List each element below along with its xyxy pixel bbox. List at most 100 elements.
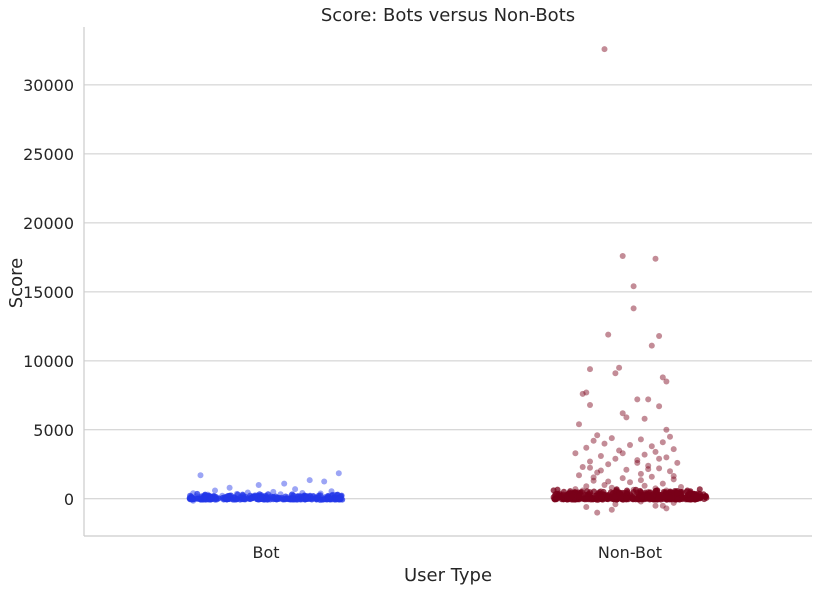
bot-point	[255, 482, 262, 488]
y-axis-title: Score	[6, 258, 27, 308]
bot-point	[266, 495, 273, 502]
non-bot-point	[583, 389, 590, 396]
non-bot-point	[637, 436, 644, 443]
non-bot-point	[627, 442, 633, 448]
bot-point	[188, 493, 195, 500]
non-bot-point	[576, 421, 582, 428]
non-bot-point	[579, 464, 586, 470]
non-bot-point	[648, 342, 655, 349]
bot-point	[287, 496, 294, 503]
y-tick-labels: 0 5000 10000 15000 20000 25000 30000	[23, 76, 74, 509]
non-bot-point	[650, 492, 656, 499]
non-bot-point	[578, 492, 585, 499]
bot-point	[204, 491, 211, 498]
non-bot-point	[648, 473, 655, 480]
non-bot-point	[648, 495, 655, 502]
non-bot-point	[568, 493, 575, 499]
bot-point	[317, 490, 324, 497]
non-bot-point	[605, 331, 612, 338]
x-tick-label: Non-Bot	[598, 543, 662, 562]
non-bot-point	[645, 396, 652, 403]
bot-point	[194, 490, 201, 497]
non-bot-point	[587, 490, 593, 497]
bot-point	[332, 491, 339, 498]
non-bot-point	[601, 46, 608, 53]
x-tick-label: Bot	[252, 543, 279, 562]
non-bot-point	[579, 487, 586, 494]
chart-title: Score: Bots versus Non-Bots	[321, 5, 575, 26]
non-bot-point	[677, 488, 684, 495]
bot-point	[292, 486, 299, 493]
bot-point	[259, 494, 266, 501]
non-bot-point	[619, 253, 626, 259]
non-bot-point	[623, 466, 630, 473]
non-bot-point	[637, 498, 644, 505]
non-bot-point	[590, 437, 597, 444]
non-bot-point	[693, 494, 700, 501]
bot-point	[215, 495, 222, 502]
non-bot-point	[605, 461, 612, 468]
non-bot-point	[645, 466, 652, 473]
bot-point	[321, 478, 328, 485]
bot-point	[197, 472, 204, 479]
non-bot-point	[576, 472, 582, 479]
bot-point	[295, 493, 302, 500]
bot-point	[233, 490, 240, 497]
non-bot-point	[663, 454, 670, 461]
bot-point	[251, 493, 258, 500]
bot-point	[306, 477, 313, 484]
non-bot-point	[583, 444, 590, 451]
non-bot-point	[663, 378, 670, 385]
non-bot-point	[637, 487, 644, 494]
bot-point	[303, 494, 309, 501]
non-bot-point	[553, 496, 560, 503]
non-bot-point	[641, 415, 648, 422]
non-bot-point	[613, 486, 620, 493]
non-bot-point	[675, 495, 682, 502]
bot-point	[317, 492, 324, 499]
non-bot-point	[638, 494, 645, 501]
non-bot-point	[583, 504, 590, 510]
y-tick-label: 10000	[23, 352, 74, 371]
bot-point	[328, 488, 335, 495]
non-bot-point	[670, 476, 677, 483]
non-bot-point	[612, 370, 619, 377]
non-bot-point	[594, 509, 601, 516]
non-bot-point	[554, 490, 561, 497]
non-bot-point	[656, 333, 663, 339]
non-bot-point	[641, 482, 648, 489]
bot-point	[265, 491, 272, 498]
non-bot-point	[576, 493, 582, 500]
bot-point	[242, 494, 249, 500]
bot-point	[284, 494, 291, 501]
non-bot-point	[566, 495, 573, 501]
non-bot-point	[645, 488, 652, 495]
non-bot-point	[680, 494, 687, 501]
non-bot-point	[616, 447, 623, 454]
bot-point	[219, 492, 226, 499]
non-bot-point	[670, 473, 677, 479]
non-bot-point	[652, 502, 659, 509]
non-bot-point	[634, 459, 641, 466]
non-bot-point	[669, 495, 675, 502]
bot-point	[252, 492, 259, 499]
non-bot-point	[605, 492, 612, 499]
non-bot-point	[656, 493, 663, 499]
non-bot-point	[572, 486, 579, 493]
non-bot-point	[698, 493, 705, 500]
bot-point	[288, 492, 295, 499]
bot-point	[230, 495, 237, 502]
non-bot-point	[654, 496, 661, 503]
non-bot-point	[590, 477, 597, 484]
non-bot-point	[601, 482, 608, 488]
non-bot-point	[641, 451, 648, 458]
non-bot-point	[616, 489, 623, 496]
bot-point	[335, 470, 342, 477]
non-bot-point	[702, 493, 709, 500]
non-bot-point	[656, 465, 663, 472]
non-bot-point	[619, 450, 626, 457]
y-tick-label: 20000	[23, 214, 74, 233]
x-axis-title: User Type	[404, 565, 492, 586]
bot-point	[197, 494, 204, 501]
non-bot-point	[660, 493, 667, 500]
